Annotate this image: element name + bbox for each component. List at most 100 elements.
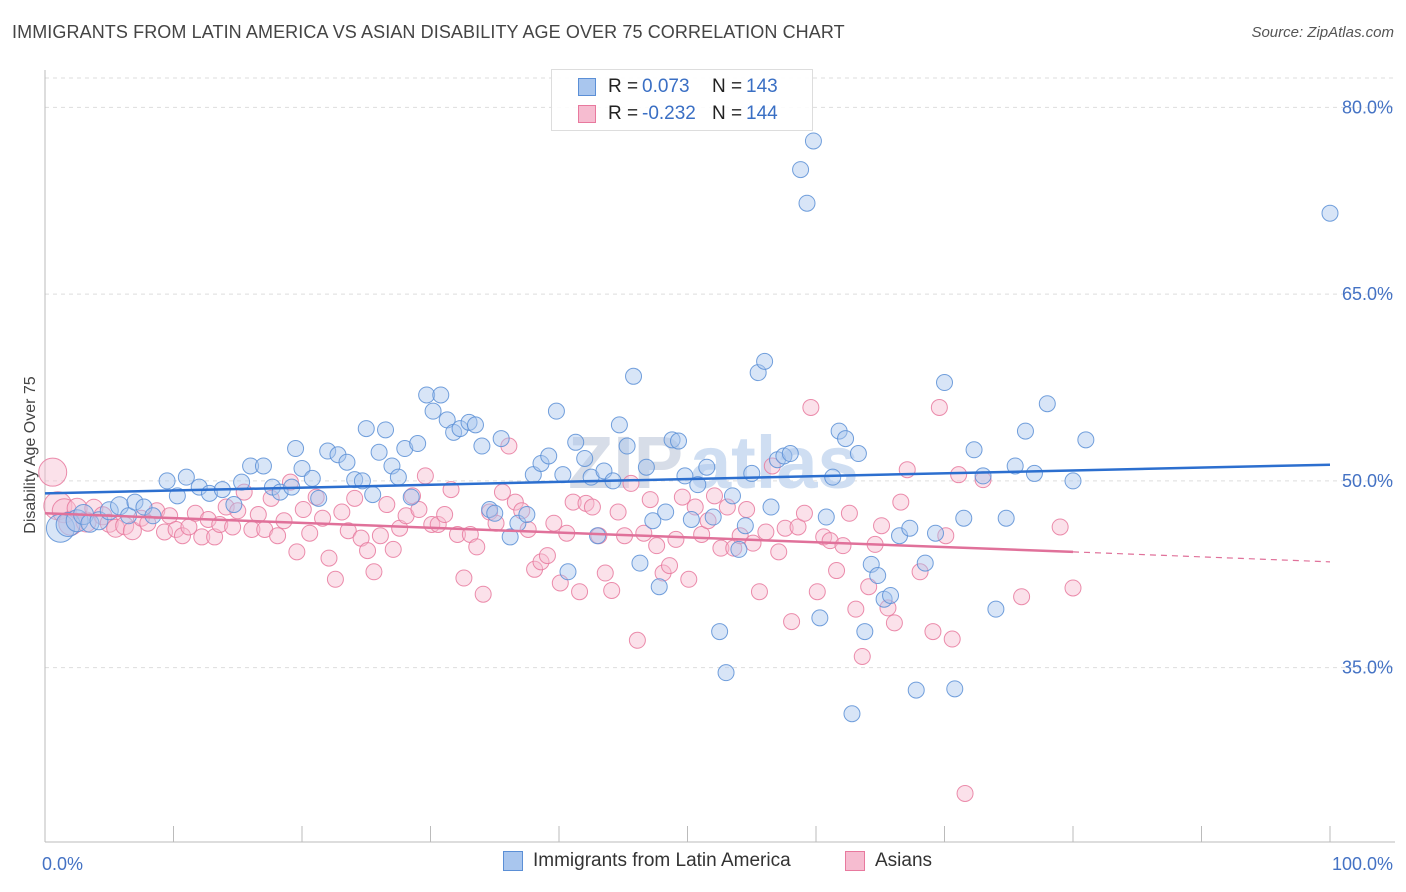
data-point-latin-america xyxy=(110,496,130,516)
data-point-latin-america xyxy=(338,453,356,471)
data-point-asians xyxy=(892,493,910,511)
data-point-asians xyxy=(705,487,723,505)
data-point-latin-america xyxy=(377,421,395,439)
data-point-latin-america xyxy=(610,416,628,434)
data-point-latin-america xyxy=(927,524,945,542)
data-point-asians xyxy=(173,527,191,545)
data-point-asians xyxy=(333,503,351,521)
legend-r-label: R = xyxy=(608,76,639,97)
data-point-latin-america xyxy=(554,466,572,484)
data-point-asians xyxy=(468,538,486,556)
y-tick-label: 65.0% xyxy=(1342,284,1393,304)
data-point-latin-america xyxy=(135,498,153,516)
bottom-legend-swatch-blue xyxy=(503,851,523,871)
data-point-latin-america xyxy=(319,442,337,460)
data-point-latin-america xyxy=(762,498,780,516)
bottom-legend-swatch-pink xyxy=(845,851,865,871)
data-point-asians xyxy=(776,519,794,537)
data-points xyxy=(38,132,1339,802)
data-point-latin-america xyxy=(689,476,707,494)
legend-row-latin-america: R = 0.073 N = 143 xyxy=(552,73,778,101)
data-point-asians xyxy=(885,614,903,632)
data-point-asians xyxy=(538,547,556,565)
data-point-asians xyxy=(873,517,891,535)
data-point-latin-america xyxy=(1025,464,1043,482)
data-point-asians xyxy=(712,539,730,557)
data-point-asians xyxy=(269,527,287,545)
data-point-latin-america xyxy=(303,469,321,487)
data-point-latin-america xyxy=(540,447,558,465)
data-point-latin-america xyxy=(849,445,867,463)
data-point-latin-america xyxy=(704,508,722,526)
data-point-asians xyxy=(744,534,762,552)
data-point-asians xyxy=(410,501,428,519)
data-point-latin-america xyxy=(916,554,934,572)
data-point-asians xyxy=(1064,579,1082,597)
data-point-latin-america xyxy=(396,440,414,458)
data-point-latin-america xyxy=(466,416,484,434)
data-point-latin-america xyxy=(409,435,427,453)
data-point-asians xyxy=(821,532,839,550)
data-point-asians xyxy=(956,784,974,802)
data-point-latin-america xyxy=(811,609,829,627)
tick-labels: 35.0% 50.0% 65.0% 80.0% 0.0% 100.0% xyxy=(42,97,1393,874)
data-point-latin-america xyxy=(974,467,992,485)
data-point-asians xyxy=(834,537,852,555)
data-point-asians xyxy=(206,528,224,546)
data-point-latin-america xyxy=(637,458,655,476)
data-point-asians xyxy=(193,528,211,546)
data-point-latin-america xyxy=(389,468,407,486)
x-tick-label: 100.0% xyxy=(1332,854,1393,874)
trend-line-asians-extension xyxy=(1072,551,1331,563)
data-point-asians xyxy=(294,501,312,519)
data-point-asians xyxy=(802,398,820,416)
data-point-asians xyxy=(38,457,68,487)
bottom-legend-label: Asians xyxy=(875,850,933,871)
data-point-latin-america xyxy=(711,623,729,641)
data-point-asians xyxy=(930,398,948,416)
data-point-asians xyxy=(288,543,306,561)
data-point-latin-america xyxy=(547,402,565,420)
data-point-latin-america xyxy=(158,472,176,490)
data-point-asians xyxy=(924,623,942,641)
data-point-latin-america xyxy=(254,457,272,475)
data-point-asians xyxy=(519,520,537,538)
data-point-latin-america xyxy=(869,567,887,585)
data-point-latin-america xyxy=(473,437,491,455)
data-point-latin-america xyxy=(242,457,260,475)
data-point-asians xyxy=(378,496,396,514)
bottom-legend-label: Immigrants from Latin America xyxy=(533,850,791,871)
data-point-latin-america xyxy=(310,489,328,507)
data-point-latin-america xyxy=(287,440,305,458)
data-point-latin-america xyxy=(370,443,388,461)
data-point-latin-america xyxy=(1077,431,1095,449)
data-point-latin-america xyxy=(1064,472,1082,490)
data-point-latin-america xyxy=(225,496,243,514)
data-point-latin-america xyxy=(804,132,822,150)
data-point-latin-america xyxy=(730,540,748,558)
data-point-asians xyxy=(596,564,614,582)
data-point-latin-america xyxy=(657,503,675,521)
data-point-asians xyxy=(51,498,77,524)
data-point-asians xyxy=(224,518,242,536)
trend-line-asians xyxy=(44,512,1074,554)
data-point-asians xyxy=(448,525,466,543)
data-point-latin-america xyxy=(618,437,636,455)
data-point-latin-america xyxy=(518,506,536,524)
data-point-asians xyxy=(757,523,775,541)
data-point-asians xyxy=(795,504,813,522)
data-point-asians xyxy=(436,506,454,524)
data-point-latin-america xyxy=(901,519,919,537)
data-point-asians xyxy=(635,524,653,542)
y-tick-label: 35.0% xyxy=(1342,658,1393,678)
data-point-latin-america xyxy=(817,508,835,526)
data-point-asians xyxy=(326,570,344,588)
data-point-asians xyxy=(365,563,383,581)
data-point-latin-america xyxy=(843,705,861,723)
data-point-asians xyxy=(661,557,679,575)
data-point-asians xyxy=(339,522,357,540)
data-point-latin-america xyxy=(126,493,144,511)
data-point-asians xyxy=(167,520,185,538)
data-point-asians xyxy=(314,509,332,527)
